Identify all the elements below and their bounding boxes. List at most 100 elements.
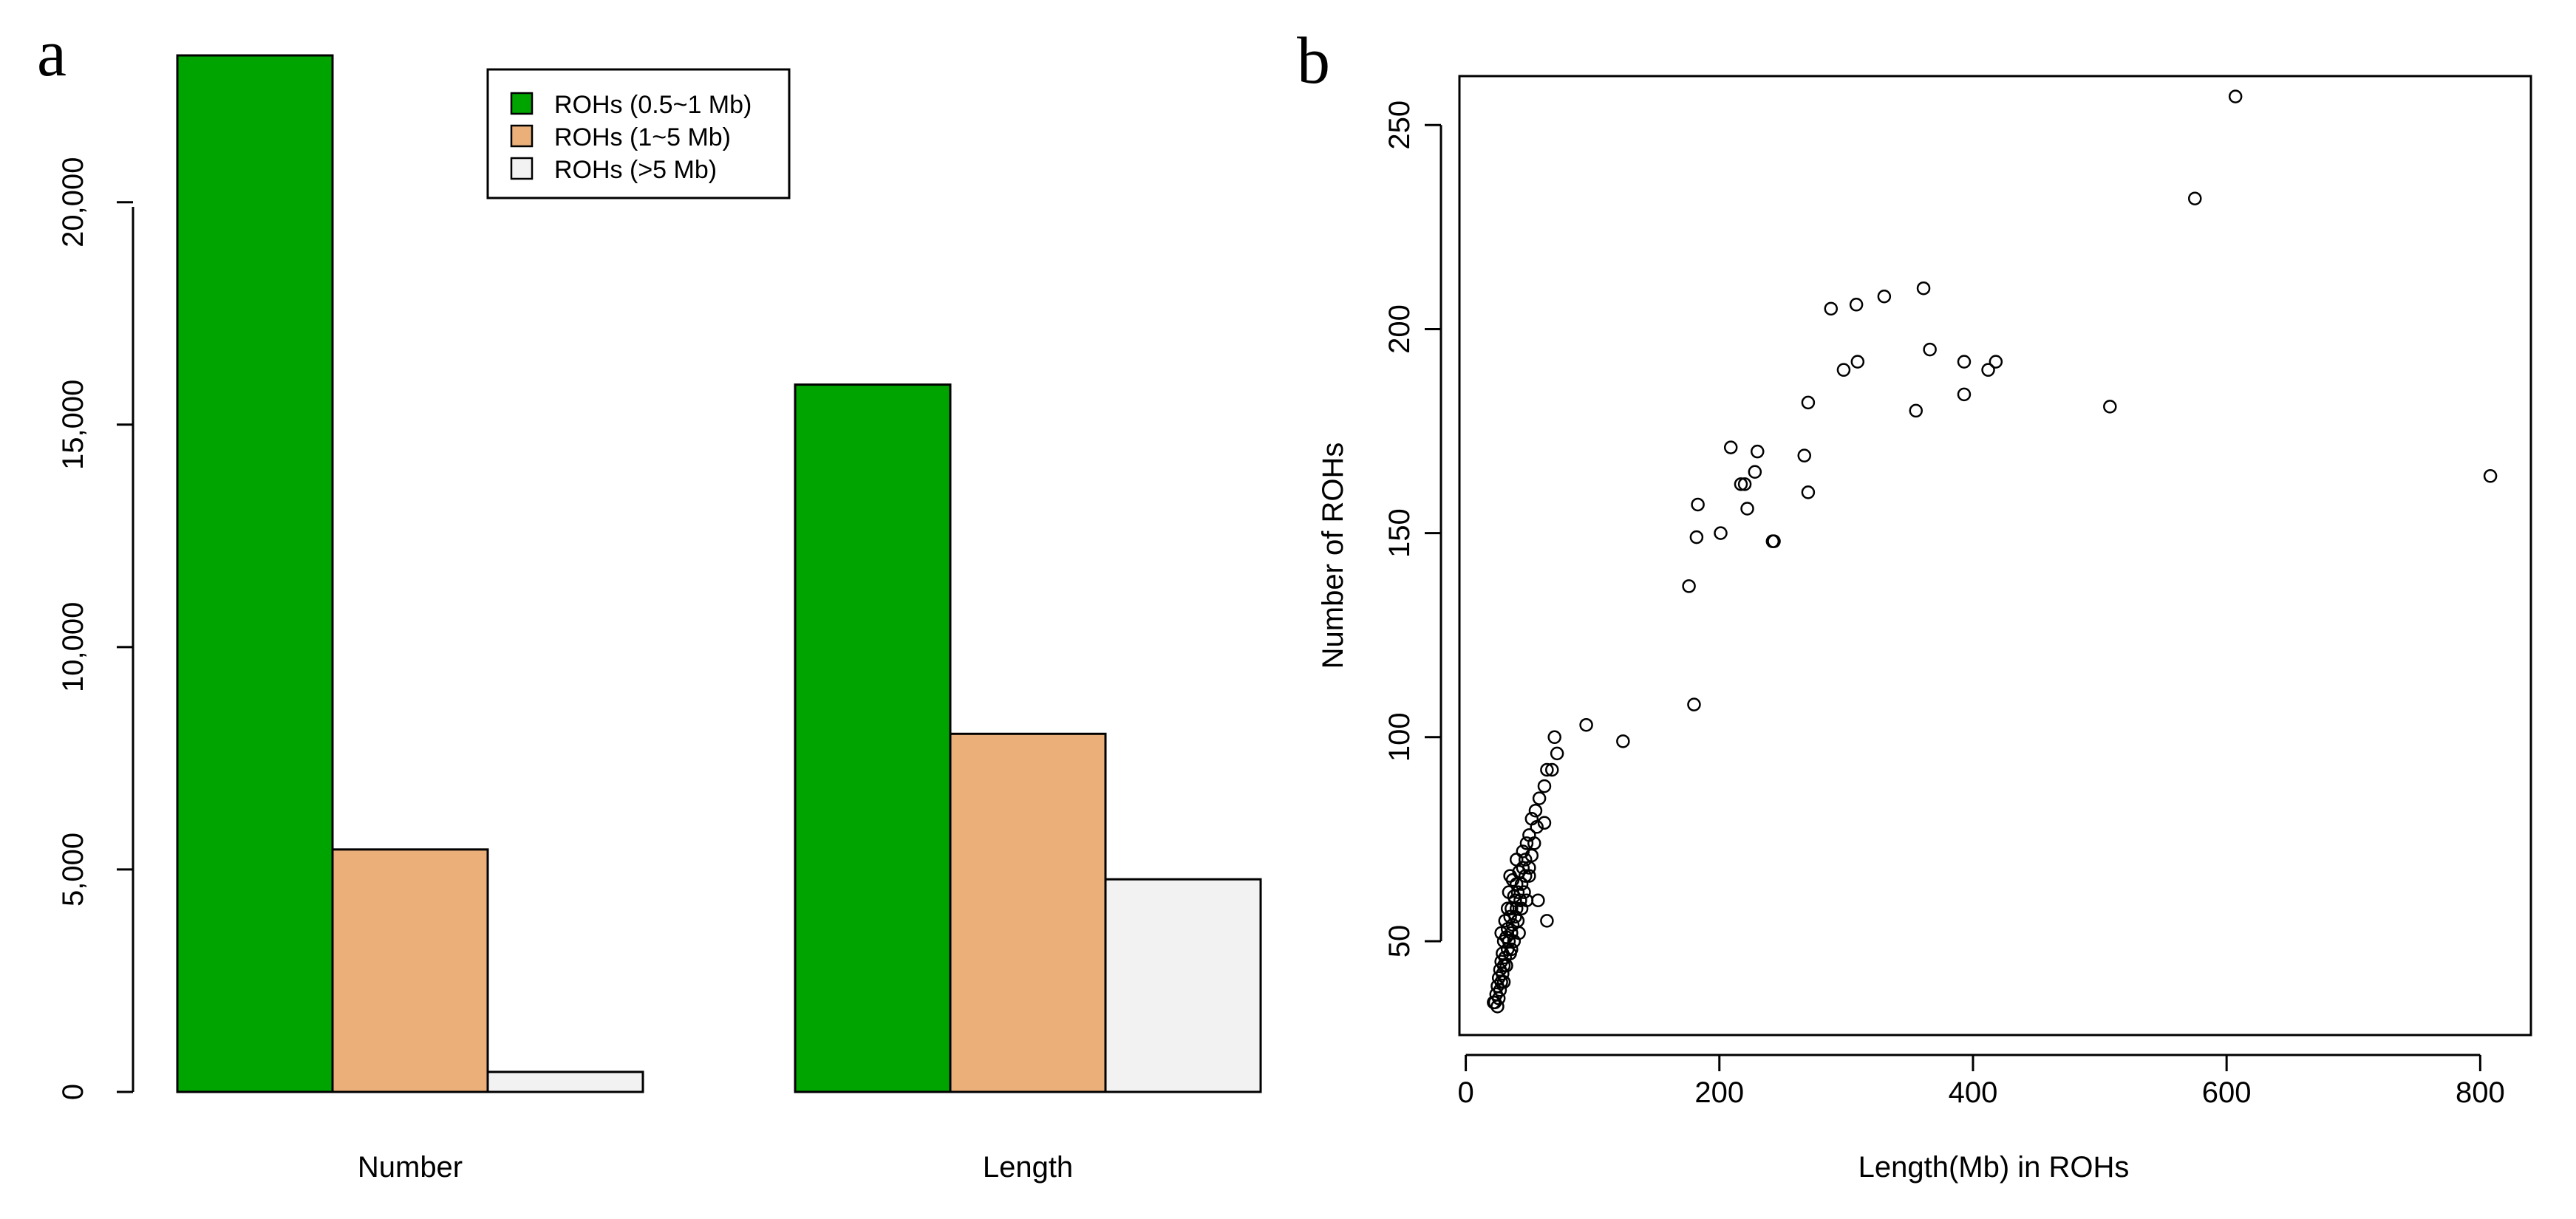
data-point [1989,355,2003,369]
data-point [1547,730,1561,745]
data-point [1494,926,1508,940]
data-point [1510,885,1525,899]
data-point [1522,869,1536,883]
data-point [1532,791,1547,805]
bar [1104,878,1262,1093]
data-point [1801,395,1816,410]
legend-label: ROHs (1~5 Mb) [554,123,731,151]
y-tick-label: 50 [1383,925,1416,958]
legend-label: ROHs (>5 Mb) [554,156,717,184]
data-point [1500,901,1515,916]
x-tick-label: 200 [1694,1076,1744,1109]
legend-label: ROHs (0.5~1 Mb) [554,91,752,119]
data-point [1493,983,1507,997]
data-point [1545,762,1559,777]
data-point [1540,762,1554,777]
bar [486,1071,644,1093]
data-point [1537,779,1552,793]
data-point [1687,697,1701,711]
legend: ROHs (0.5~1 Mb) ROHs (1~5 Mb) ROHs (>5 Mb) [486,68,791,199]
y-axis-title: Number of ROHs [1317,443,1349,669]
panel-b-label: b [1297,24,1330,98]
y-tick-label: 150 [1383,508,1416,558]
data-point [1909,403,1924,418]
data-point [1519,836,1534,850]
x-category-label: Length [983,1151,1073,1184]
bar [949,732,1107,1093]
data-point [1691,497,1705,512]
data-point [2188,191,2202,205]
bar [176,54,334,1093]
scatter-plot-panel: b 0 200 400 600 800 50 100 150 200 250 Length(Mb… [1297,24,2532,1184]
data-point [1513,893,1527,907]
x-axis-title: Length(Mb) in ROHs [1858,1151,2130,1184]
y-tick-label: 15,000 [57,380,89,470]
data-point [1734,477,1748,491]
y-tick-label: 10,000 [57,602,89,692]
data-point [1530,820,1544,834]
data-point [1496,966,1510,981]
data-point [1797,448,1811,462]
bar [794,383,952,1093]
data-point [1490,1000,1505,1014]
data-point [1509,853,1524,867]
data-point [1836,363,1851,377]
data-point [1740,502,1754,516]
data-point [1487,995,1501,1010]
data-point [2228,89,2243,103]
legend-swatch [510,124,534,148]
data-point [1923,342,1937,357]
data-point [1957,387,1972,402]
data-point [1689,530,1704,544]
plot-frame [1458,75,2532,1037]
data-point [1682,579,1696,593]
data-point [1723,440,1738,454]
data-point [1518,853,1533,867]
y-tick-label: 200 [1383,304,1416,354]
data-point [1508,893,1522,907]
x-tick-label: 800 [2456,1076,2505,1109]
data-point [2483,469,2498,483]
y-tick-label: 100 [1383,712,1416,762]
data-point [1714,526,1728,540]
data-point [1616,734,1630,748]
data-point [1751,444,1765,459]
y-tick-label: 0 [57,1084,89,1100]
legend-box [486,68,791,199]
data-point [1531,893,1545,907]
y-tick-label: 20,000 [57,157,89,247]
data-point [1505,901,1519,916]
data-point [1550,746,1564,761]
data-point [1801,485,1816,499]
data-point [1499,958,1513,973]
data-point [1957,355,1972,369]
data-point [1579,717,1593,732]
data-point [1877,290,1892,304]
data-point [1537,816,1552,830]
legend-swatch [510,157,534,180]
data-point [1916,281,1931,296]
y-tick-label: 5,000 [57,833,89,906]
x-tick-label: 400 [1949,1076,1998,1109]
data-point [1767,534,1781,548]
data-point [1748,465,1762,479]
x-tick-label: 600 [2202,1076,2252,1109]
data-point [1737,477,1752,491]
panel-a-label: a [37,17,67,90]
data-point [1540,914,1554,928]
x-category-label: Number [358,1151,463,1184]
data-point [1850,355,1865,369]
data-point [2103,400,2117,414]
bar [331,848,489,1093]
data-point [1849,298,1864,312]
data-point [1528,803,1543,818]
data-point [1512,926,1526,940]
data-point [1981,363,1995,377]
data-point [1503,869,1517,883]
legend-swatch [510,92,534,115]
data-point [1496,974,1511,989]
y-tick-label: 250 [1383,100,1416,150]
x-tick-label: 0 [1457,1076,1473,1109]
